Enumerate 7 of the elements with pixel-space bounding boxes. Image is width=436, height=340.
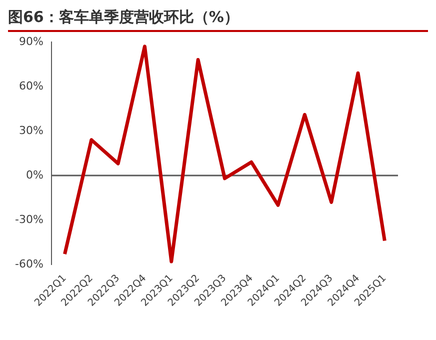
y-tick-label: 0% [26, 168, 44, 182]
y-tick-label: -60% [14, 257, 44, 270]
y-tick-label: 30% [18, 124, 44, 137]
chart-title: 图66：客车单季度营收环比（%） [8, 8, 428, 32]
y-tick-label: -30% [14, 212, 44, 226]
y-tick-label: 60% [18, 79, 44, 92]
y-tick-label: 90% [18, 34, 44, 48]
